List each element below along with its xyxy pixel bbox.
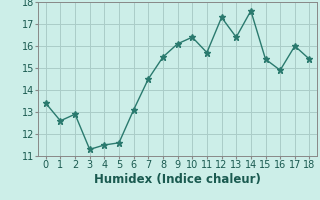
X-axis label: Humidex (Indice chaleur): Humidex (Indice chaleur) — [94, 173, 261, 186]
